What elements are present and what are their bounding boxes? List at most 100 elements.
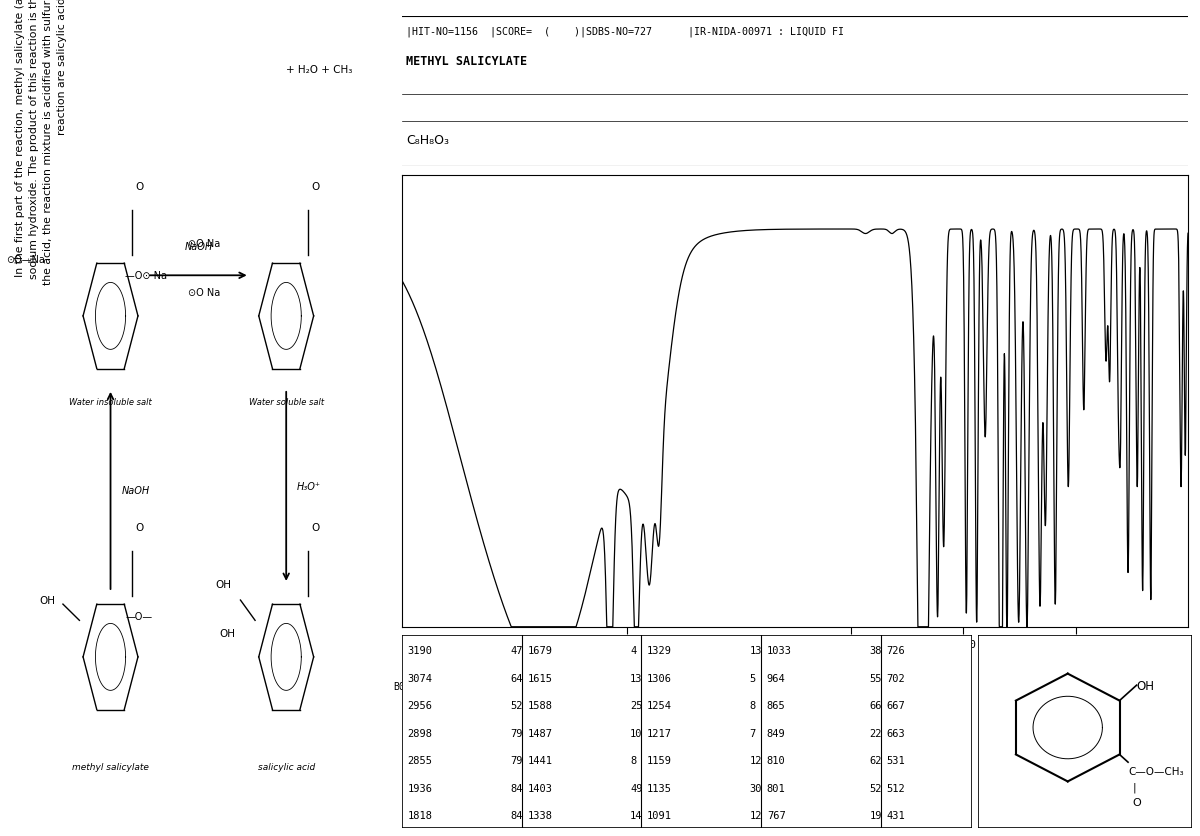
Text: 25: 25: [630, 701, 642, 711]
Text: C—O—CH₃: C—O—CH₃: [1128, 766, 1183, 776]
Text: 13: 13: [750, 645, 762, 655]
Text: C₈H₈O₃: C₈H₈O₃: [406, 134, 449, 146]
Text: 7: 7: [750, 728, 756, 738]
Text: —O—: —O—: [125, 612, 152, 621]
Text: 62: 62: [870, 756, 882, 765]
Text: 5: 5: [750, 673, 756, 683]
Text: 52: 52: [870, 782, 882, 793]
Text: 22: 22: [870, 728, 882, 738]
Text: OH: OH: [218, 628, 235, 638]
Text: 12: 12: [750, 756, 762, 765]
Text: 2898: 2898: [408, 728, 433, 738]
Text: 810: 810: [767, 756, 786, 765]
Text: 49: 49: [630, 782, 642, 793]
Text: 1441: 1441: [528, 756, 552, 765]
Text: 865: 865: [767, 701, 786, 711]
Text: 79: 79: [510, 756, 523, 765]
Text: 964: 964: [767, 673, 786, 683]
Text: 1679: 1679: [528, 645, 552, 655]
Text: 15: 15: [989, 673, 1002, 683]
Text: 726: 726: [887, 645, 905, 655]
Text: 1329: 1329: [647, 645, 672, 655]
Text: O: O: [311, 181, 319, 191]
X-axis label: WAVENUMBER(CM⁻¹): WAVENUMBER(CM⁻¹): [742, 653, 850, 663]
Text: 767: 767: [767, 810, 786, 820]
Text: 38: 38: [989, 756, 1002, 765]
Text: 849: 849: [767, 728, 786, 738]
Text: 34: 34: [989, 701, 1002, 711]
Text: 66: 66: [870, 701, 882, 711]
Text: In the first part of the reaction, methyl salicylate (an ester) is treated with : In the first part of the reaction, methy…: [14, 0, 67, 285]
Text: 14: 14: [630, 810, 642, 820]
Text: 801: 801: [767, 782, 786, 793]
Text: 1091: 1091: [647, 810, 672, 820]
Text: 1306: 1306: [647, 673, 672, 683]
Text: 10: 10: [630, 728, 642, 738]
Text: Water soluble salt: Water soluble salt: [248, 398, 324, 406]
Text: 1338: 1338: [528, 810, 552, 820]
Text: 1588: 1588: [528, 701, 552, 711]
Text: 431: 431: [887, 810, 905, 820]
Text: 1936: 1936: [408, 782, 433, 793]
Text: 47: 47: [510, 645, 523, 655]
Text: OH: OH: [40, 595, 55, 605]
Text: salicylic acid: salicylic acid: [258, 762, 314, 772]
Text: ⊙O—Na: ⊙O—Na: [6, 255, 44, 265]
Text: 55: 55: [989, 782, 1002, 793]
Text: 84: 84: [510, 810, 523, 820]
Text: 3190: 3190: [408, 645, 433, 655]
Text: 1033: 1033: [767, 645, 792, 655]
Text: |: |: [1133, 782, 1136, 792]
Text: NaOH: NaOH: [185, 242, 212, 252]
Text: 52: 52: [510, 701, 523, 711]
Text: 663: 663: [887, 728, 905, 738]
Text: 1254: 1254: [647, 701, 672, 711]
Text: Water insoluble salt: Water insoluble salt: [70, 398, 152, 406]
Text: 512: 512: [887, 782, 905, 793]
Text: 30: 30: [750, 782, 762, 793]
Text: 12: 12: [750, 810, 762, 820]
Text: + H₂O + CH₃: + H₂O + CH₃: [286, 65, 352, 75]
Text: O: O: [1133, 797, 1141, 807]
Text: METHYL SALICYLATE: METHYL SALICYLATE: [406, 55, 527, 69]
Text: 79: 79: [510, 728, 523, 738]
Text: ⊙O Na: ⊙O Na: [188, 288, 221, 297]
Text: 1135: 1135: [647, 782, 672, 793]
Text: 1159: 1159: [647, 756, 672, 765]
Text: 64: 64: [510, 673, 523, 683]
Text: 702: 702: [887, 673, 905, 683]
Text: 2855: 2855: [408, 756, 433, 765]
Text: 70: 70: [989, 810, 1002, 820]
Text: |HIT-NO=1156  |SCORE=  (    )|SDBS-NO=727      |IR-NIDA-00971 : LIQUID FI: |HIT-NO=1156 |SCORE= ( )|SDBS-NO=727 |IR…: [406, 27, 844, 37]
Text: 1615: 1615: [528, 673, 552, 683]
Text: O: O: [136, 522, 144, 533]
Text: OH: OH: [1136, 679, 1154, 692]
Text: 8: 8: [630, 756, 636, 765]
Text: 2956: 2956: [408, 701, 433, 711]
Text: 667: 667: [887, 701, 905, 711]
Text: NaOH: NaOH: [121, 486, 150, 496]
Text: B00: B00: [394, 681, 410, 691]
Text: 13: 13: [630, 673, 642, 683]
Text: H₃O⁺: H₃O⁺: [298, 482, 322, 492]
Text: 38: 38: [870, 645, 882, 655]
Text: 38: 38: [989, 645, 1002, 655]
Text: —O⊙ Na: —O⊙ Na: [125, 271, 167, 281]
Text: 1403: 1403: [528, 782, 552, 793]
Text: 67: 67: [989, 728, 1002, 738]
Text: 1217: 1217: [647, 728, 672, 738]
Text: 1818: 1818: [408, 810, 433, 820]
Text: 19: 19: [870, 810, 882, 820]
Text: 1487: 1487: [528, 728, 552, 738]
Text: OH: OH: [215, 579, 232, 589]
Text: 8: 8: [750, 701, 756, 711]
Text: O: O: [136, 181, 144, 191]
Text: methyl salicylate: methyl salicylate: [72, 762, 149, 772]
Text: 531: 531: [887, 756, 905, 765]
Text: O: O: [311, 522, 319, 533]
Text: ⊙O Na: ⊙O Na: [188, 238, 221, 248]
Text: 3074: 3074: [408, 673, 433, 683]
Text: 84: 84: [510, 782, 523, 793]
Text: 4: 4: [630, 645, 636, 655]
Text: 55: 55: [870, 673, 882, 683]
